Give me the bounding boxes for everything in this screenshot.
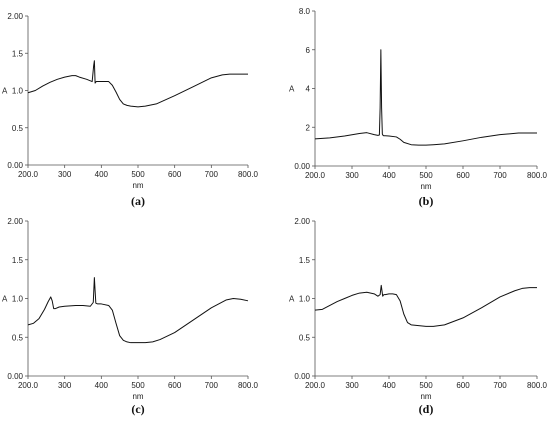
x-tick-label: 200.0 [305,381,326,390]
x-tick-label: 600 [168,170,182,179]
x-tick-label: 300 [345,381,359,390]
y-tick-label: 0.00 [7,161,23,170]
x-tick-label: 800.0 [238,381,259,390]
spectrum-line [27,60,248,108]
x-tick-label: 500 [419,171,433,180]
x-axis-label: nm [420,182,431,191]
y-tick-label: 0.00 [294,372,310,381]
spectrum-line [314,49,537,146]
panel-0: 200.0 300 400 500 600 700 800.0 0.00 0.5 1.0 1.5 2.… [2,12,259,208]
x-tick-label: 200.0 [305,171,326,180]
x-tick-label: 700 [493,381,507,390]
y-tick-label: 0.5 [12,124,24,133]
y-tick-label: 1.5 [12,256,24,265]
x-tick-label: 700 [493,171,507,180]
y-tick-label: 1.5 [12,49,24,58]
x-tick-label: 300 [58,381,72,390]
y-tick-label: 0.5 [299,333,311,342]
x-tick-label: 700 [205,381,219,390]
x-tick-label: 800.0 [527,381,548,390]
y-tick-label: 1.0 [12,295,24,304]
x-tick-label: 600 [456,381,470,390]
spectrum-line [27,277,249,344]
x-tick-label: 600 [456,171,470,180]
x-tick-label: 400 [95,170,109,179]
y-tick-label: 4 [306,85,311,94]
y-tick-label: 0.00 [294,162,310,171]
x-tick-label: 500 [131,170,145,179]
x-tick-label: 500 [419,381,433,390]
y-tick-label: 0.5 [12,333,24,342]
x-axis-label: nm [132,392,143,401]
x-tick-label: 400 [382,171,396,180]
y-tick-label: 1.5 [299,256,311,265]
x-tick-label: 400 [382,381,396,390]
panel-caption: (c) [131,402,144,416]
spectrum-line [314,284,537,327]
y-tick-label: 2.00 [294,217,310,226]
panel-caption: (a) [131,194,145,208]
y-axis-label: A [2,295,8,304]
x-tick-label: 700 [205,170,219,179]
x-tick-label: 300 [58,170,72,179]
y-tick-label: 2.00 [7,12,23,21]
y-tick-label: 2.00 [7,217,23,226]
panel-2: 200.0 300 400 500 600 700 800.0 0.00 0.5 1.0 1.5 2.… [2,217,259,416]
x-tick-label: 400 [95,381,109,390]
x-tick-label: 600 [168,381,182,390]
y-tick-label: 1.0 [299,295,311,304]
x-axis-label: nm [132,181,143,190]
panel-caption: (d) [419,402,434,416]
panel-caption: (b) [419,194,434,208]
y-tick-label: 0.00 [7,372,23,381]
x-axis-label: nm [420,392,431,401]
panel-3: 200.0 300 400 500 600 700 800.0 0.00 0.5 1.0 1.5 2.… [289,217,548,416]
x-tick-label: 800.0 [527,171,548,180]
x-tick-label: 800.0 [238,170,259,179]
x-tick-label: 500 [131,381,145,390]
y-tick-label: 6 [306,46,311,55]
y-tick-label: 8.0 [299,7,311,16]
panel-1: 200.0 300 400 500 600 700 800.0 0.00 2 4 6 8.0 nm A (b… [289,7,548,208]
y-tick-label: 1.0 [12,87,24,96]
y-tick-label: 2 [306,123,311,132]
x-tick-label: 200.0 [18,170,39,179]
y-axis-label: A [289,85,295,94]
y-axis-label: A [2,87,8,96]
x-tick-label: 200.0 [18,381,39,390]
x-tick-label: 300 [345,171,359,180]
y-axis-label: A [289,295,295,304]
